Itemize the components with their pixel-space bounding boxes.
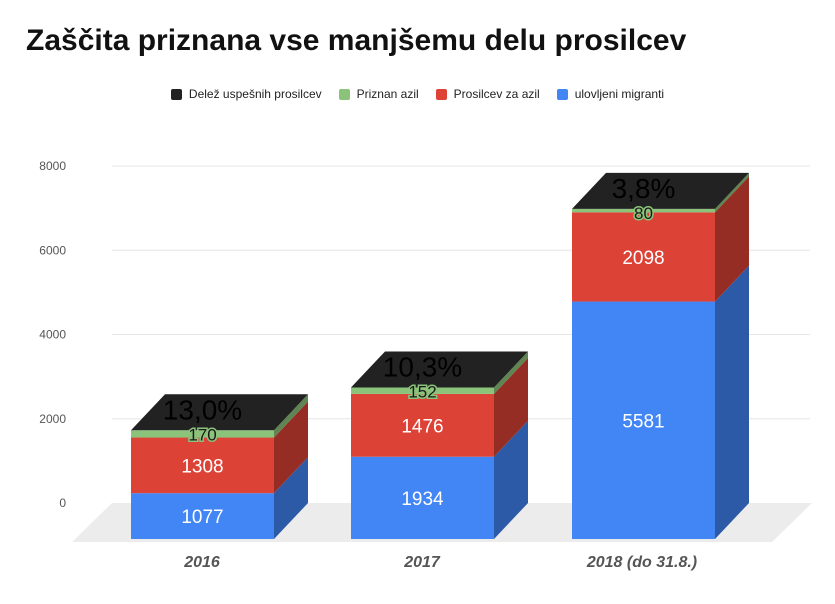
legend-item-prosilcev-za-azil[interactable]: Prosilcev za azil [435, 87, 540, 101]
y-tick-label: 0 [59, 496, 66, 510]
percentage-label: 13,0% [163, 394, 242, 425]
percentage-label: 10,3% [383, 351, 462, 382]
bar-segment-side [715, 176, 749, 302]
percentage-label: 3,8% [612, 173, 676, 204]
x-tick-label: 2018 (do 31.8.) [586, 554, 697, 571]
bar-segment-front [351, 393, 494, 457]
y-tick-label: 2000 [39, 412, 66, 426]
bar-segment-side [274, 394, 308, 438]
bar-segment-side [715, 172, 749, 213]
legend-item-delez[interactable]: Delež uspešnih prosilcev [170, 87, 322, 101]
legend-swatch-priznan-azil [338, 88, 350, 100]
bar-segment-side [494, 420, 528, 539]
legend-swatch-ulovljeni-migranti [556, 88, 568, 100]
data-label: 1077 [181, 507, 223, 528]
x-tick-label: 2017 [403, 554, 441, 571]
bar-segment-front [351, 456, 494, 539]
bar-top-cap [131, 394, 308, 431]
data-label: 170 [188, 425, 216, 444]
data-label: 1934 [401, 489, 444, 510]
bar-top-cap [572, 172, 749, 209]
bar-group: 5581 2098 803,8% [572, 172, 749, 539]
bar-segment-front [131, 430, 274, 438]
bar-segment-side [274, 401, 308, 494]
legend: Delež uspešnih prosilcev Priznan azil Pr… [0, 84, 835, 104]
legend-swatch-prosilcev-za-azil [435, 88, 447, 100]
bar-segment-side [274, 457, 308, 539]
data-label: 152 [408, 382, 436, 401]
bar-segment-front [572, 208, 715, 213]
data-label: 5581 [622, 411, 664, 432]
bar-segment-front [572, 301, 715, 539]
data-label: 2098 [622, 248, 664, 269]
legend-swatch-delez [170, 88, 182, 100]
data-label: 1308 [181, 456, 223, 477]
legend-item-priznan-azil[interactable]: Priznan azil [338, 87, 419, 101]
legend-label-priznan-azil: Priznan azil [356, 87, 419, 101]
chart-title: Zaščita priznana vse manjšemu delu prosi… [26, 24, 687, 57]
bar-top-cap [351, 351, 528, 388]
legend-label-delez: Delež uspešnih prosilcev [188, 87, 322, 101]
x-tick-label: 2016 [183, 554, 220, 571]
data-label: 1476 [401, 416, 443, 437]
bar-segment-front [131, 437, 274, 494]
y-tick-label: 6000 [39, 243, 66, 257]
legend-label-prosilcev-za-azil: Prosilcev za azil [453, 87, 540, 101]
bar-segment-side [715, 265, 749, 539]
y-tick-label: 4000 [39, 328, 66, 342]
bar-segment-front [351, 387, 494, 394]
legend-item-ulovljeni-migranti[interactable]: ulovljeni migranti [556, 87, 665, 101]
bar-segment-front [572, 212, 715, 302]
y-tick-label: 8000 [39, 159, 66, 173]
legend-label-ulovljeni-migranti: ulovljeni migranti [574, 87, 665, 101]
bar-segment-side [494, 351, 528, 394]
bar-segment-front [131, 493, 274, 539]
bar-segment-side [494, 357, 528, 457]
data-label: 80 [634, 204, 653, 223]
